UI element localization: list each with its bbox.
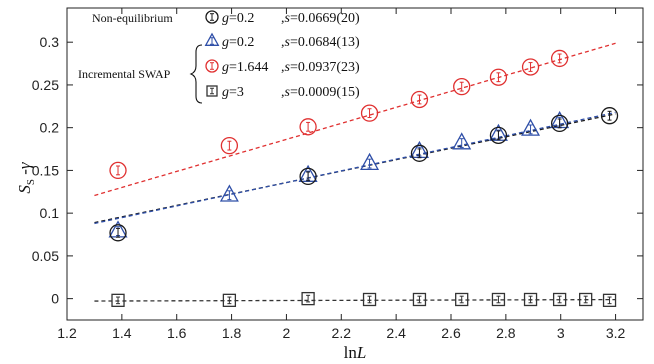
x-axis-label: lnL xyxy=(344,343,367,362)
legend-group-nonequilibrium: Non-equilibrium xyxy=(92,11,173,25)
data-point-circle xyxy=(550,114,569,133)
x-tick-label: 3 xyxy=(557,325,565,341)
data-point-square xyxy=(579,292,593,307)
legend-brace xyxy=(189,44,203,104)
data-point-circle xyxy=(205,10,219,24)
data-point-triangle xyxy=(452,132,472,150)
data-point-circle xyxy=(550,49,569,68)
data-point-square xyxy=(491,292,506,307)
y-tick-label: 0.15 xyxy=(32,162,59,178)
y-tick-label: 0.25 xyxy=(32,77,59,93)
data-point-square xyxy=(552,292,567,307)
legend-s-label: ,s=0.0669(20) xyxy=(281,11,360,26)
x-tick-label: 1.8 xyxy=(222,325,242,341)
legend-s-label: ,s=0.0009(15) xyxy=(281,85,360,100)
legend-s-label: ,s=0.0937(23) xyxy=(281,60,360,75)
y-tick-label: 0.05 xyxy=(32,248,59,264)
data-point-circle xyxy=(299,167,317,186)
x-tick-label: 2.6 xyxy=(441,325,461,341)
data-point-square xyxy=(455,292,469,307)
fit-lines xyxy=(94,42,616,302)
data-point-circle xyxy=(220,136,239,155)
legend-entry: g=3 ,s=0.0009(15) xyxy=(206,85,360,100)
data-point-triangle xyxy=(298,164,318,182)
data-point-circle xyxy=(109,161,127,180)
data-point-square xyxy=(301,291,315,306)
x-tick-label: 2.8 xyxy=(496,325,516,341)
data-point-triangle xyxy=(360,152,380,170)
legend-g-label: g=0.2 xyxy=(222,11,254,26)
legend-group-incremental-swap: Incremental SWAP xyxy=(78,67,171,81)
data-point-circle xyxy=(410,90,429,109)
data-point-circle xyxy=(109,224,127,242)
data-point-circle xyxy=(410,144,429,162)
fit-line xyxy=(94,111,616,225)
data-point-triangle xyxy=(204,32,220,46)
legend-g-label: g=0.2 xyxy=(222,35,254,50)
legend-s-label: ,s=0.0684(13) xyxy=(281,35,360,50)
y-tick-label: 0.2 xyxy=(40,120,60,136)
data-point-triangle xyxy=(219,184,239,202)
y-axis-label: SS -γ xyxy=(15,161,37,194)
legend-g-label: g=3 xyxy=(222,85,244,100)
data-point-circle xyxy=(489,126,508,145)
data-markers xyxy=(108,49,619,307)
data-point-triangle xyxy=(488,123,508,141)
x-tick-label: 1.4 xyxy=(112,325,132,341)
legend-entry: g=1.644 ,s=0.0937(23) xyxy=(205,59,360,75)
data-point-square xyxy=(111,293,125,307)
legend-entry: g=0.2 ,s=0.0669(20) xyxy=(205,10,360,26)
legend-entry: g=0.2 ,s=0.0684(13) xyxy=(204,32,360,50)
x-tick-label: 1.2 xyxy=(57,325,77,341)
axis-ticks: 1.2 1.4 1.6 1.8 2 2.2 2.4 2.6 2.8 3 3.2 0 0.05 0.1 0.1… xyxy=(32,8,643,341)
data-point-circle xyxy=(489,68,508,86)
data-point-circle xyxy=(299,118,317,136)
data-point-circle xyxy=(521,58,540,76)
x-tick-label: 1.6 xyxy=(167,325,187,341)
data-point-circle xyxy=(205,59,219,73)
x-tick-label: 2.4 xyxy=(386,325,406,341)
fit-line xyxy=(94,298,616,302)
data-point-triangle xyxy=(521,118,541,136)
data-point-circle xyxy=(453,77,471,96)
data-point-square xyxy=(222,293,237,307)
y-tick-label: 0 xyxy=(51,291,59,307)
x-tick-label: 2.2 xyxy=(332,325,352,341)
data-point-square xyxy=(206,85,218,97)
plot-frame xyxy=(66,7,644,321)
data-point-square xyxy=(602,293,617,307)
legend-g-label: g=1.644 xyxy=(222,60,268,75)
y-tick-label: 0.3 xyxy=(40,34,60,50)
y-tick-label: 0.1 xyxy=(40,205,60,221)
x-tick-label: 2 xyxy=(283,325,291,341)
data-point-square xyxy=(523,292,538,307)
data-point-circle xyxy=(360,104,379,122)
data-point-square xyxy=(412,292,427,307)
x-tick-label: 3.2 xyxy=(606,325,626,341)
legend: Non-equilibrium Incremental SWAP g=0.2 ,s=0… xyxy=(78,10,360,104)
data-point-square xyxy=(362,292,377,307)
data-point-circle xyxy=(600,107,619,125)
